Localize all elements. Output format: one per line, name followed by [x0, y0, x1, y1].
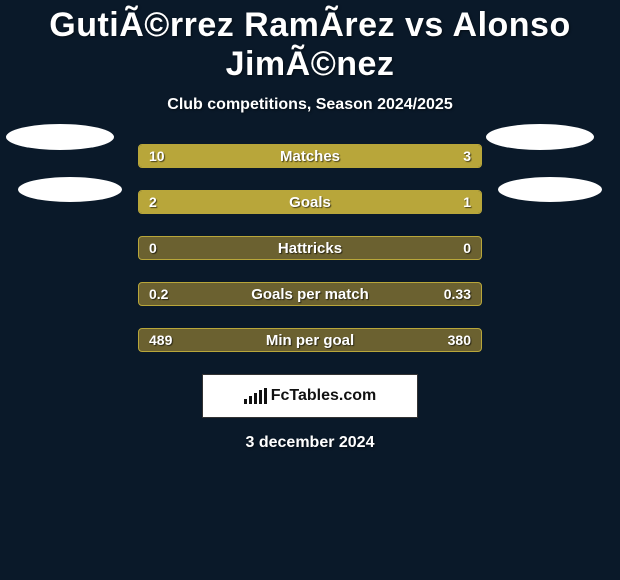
value-left: 2 — [149, 191, 157, 213]
stat-label: Hattricks — [139, 237, 481, 259]
bar-track: 2 1 Goals — [138, 190, 482, 214]
stat-row: 2 1 Goals — [0, 190, 620, 214]
subtitle: Club competitions, Season 2024/2025 — [0, 96, 620, 114]
stat-row: 10 3 Matches — [0, 144, 620, 168]
value-left: 0.2 — [149, 283, 168, 305]
comparison-chart: 10 3 Matches 2 1 Goals 0 0 Hattricks 0.2… — [0, 144, 620, 452]
value-left: 10 — [149, 145, 165, 167]
bar-track: 10 3 Matches — [138, 144, 482, 168]
value-right: 3 — [463, 145, 471, 167]
stat-label: Min per goal — [139, 329, 481, 351]
bar-track: 489 380 Min per goal — [138, 328, 482, 352]
attribution-label: FcTables.com — [271, 387, 377, 405]
value-right: 380 — [448, 329, 471, 351]
attribution-badge: FcTables.com — [202, 374, 418, 418]
value-left: 0 — [149, 237, 157, 259]
value-right: 0 — [463, 237, 471, 259]
barchart-icon — [244, 388, 267, 404]
bar-track: 0.2 0.33 Goals per match — [138, 282, 482, 306]
attribution-text: FcTables.com — [244, 387, 377, 405]
page-title: GutiÃ©rrez RamÃ­rez vs Alonso JimÃ©nez — [0, 0, 620, 84]
value-right: 0.33 — [444, 283, 471, 305]
bar-track: 0 0 Hattricks — [138, 236, 482, 260]
bar-left — [139, 191, 368, 213]
stat-row: 489 380 Min per goal — [0, 328, 620, 352]
date-label: 3 december 2024 — [0, 434, 620, 452]
value-left: 489 — [149, 329, 172, 351]
stat-row: 0 0 Hattricks — [0, 236, 620, 260]
stat-row: 0.2 0.33 Goals per match — [0, 282, 620, 306]
stat-label: Goals per match — [139, 283, 481, 305]
bar-left — [139, 145, 392, 167]
value-right: 1 — [463, 191, 471, 213]
